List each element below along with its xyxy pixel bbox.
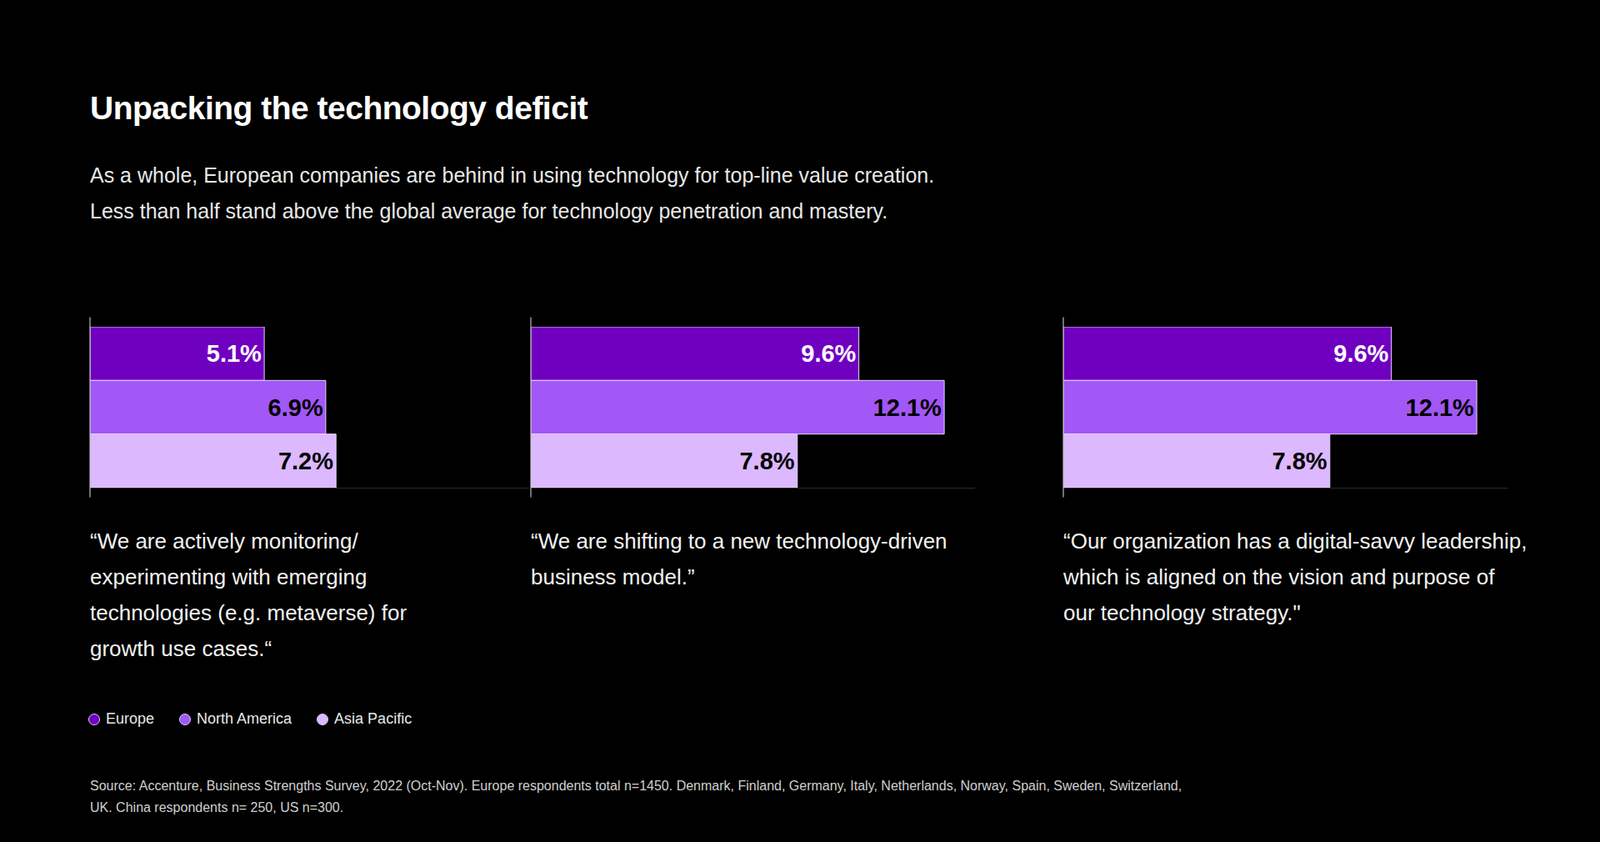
html-text:Source: Accenture, Business St: Source: Accenture, Business Strengths Su…	[90, 778, 1182, 815]
svg-text:12.1%: 12.1%	[873, 394, 942, 421]
svg-text:5.1%: 5.1%	[206, 340, 262, 367]
svg-text:6.9%: 6.9%	[268, 394, 324, 421]
html-text:“Our organization has a digita: “Our organization has a digital-savvy le…	[1063, 528, 1527, 625]
svg-text:12.1%: 12.1%	[1405, 394, 1475, 421]
html-text:“We are actively monitoring/ e: “We are actively monitoring/ experimenti…	[90, 528, 407, 661]
html-text:Less than half stand above the: Less than half stand above the global av…	[90, 199, 888, 223]
html-text:Asia Pacific: Asia Pacific	[334, 710, 412, 727]
html-text:Europe: Europe	[105, 710, 155, 727]
html-text:As a whole, European companies: As a whole, European companies are behin…	[90, 163, 935, 187]
svg-text:7.8%: 7.8%	[739, 447, 795, 475]
svg-text:7.2%: 7.2%	[278, 447, 334, 475]
html-text:North America: North America	[196, 710, 292, 727]
html-text:Unpacking the technology defic: Unpacking the technology deficit	[90, 90, 588, 126]
svg-text:7.8%: 7.8%	[1271, 447, 1327, 475]
svg-text:9.6%: 9.6%	[800, 340, 856, 367]
html-text:“We are shifting to a new tech: “We are shifting to a new technology-dri…	[530, 528, 948, 590]
svg-text:9.6%: 9.6%	[1333, 340, 1389, 367]
